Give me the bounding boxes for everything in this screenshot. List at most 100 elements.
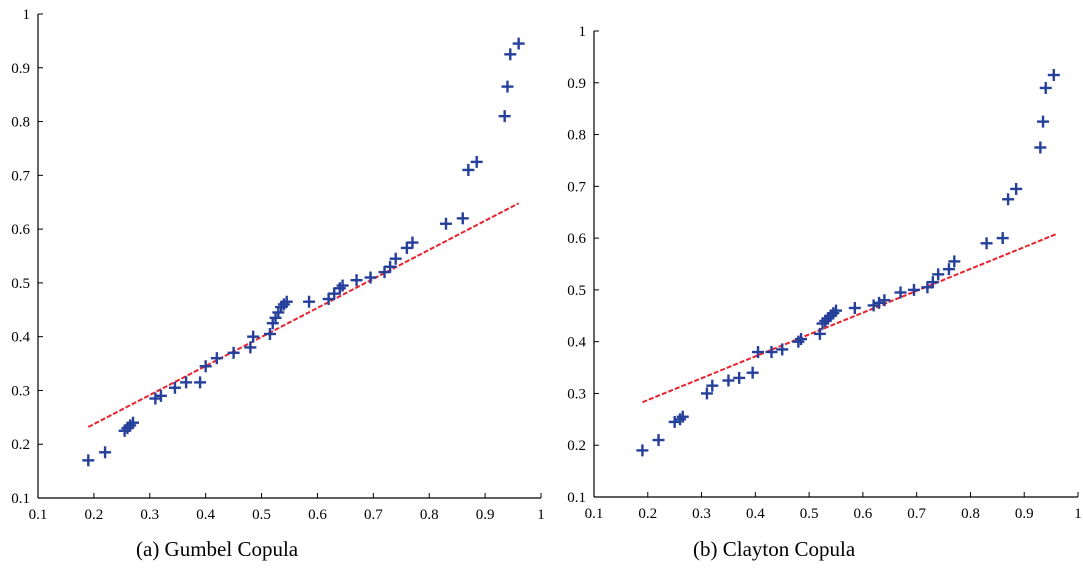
data-point [124, 419, 137, 432]
chart-panel-gumbel: 0.1 0.2 0.3 0.4 0.5 0.6 0.7 0.8 0.9 1 0.1 0.2 0.3 0.4… [11, 7, 545, 561]
chart-panel-clayton: 0.1 0.2 0.3 0.4 0.5 0.6 0.7 0.8 0.9 1 0.1 0.2 0.3 0.4… [567, 24, 1082, 561]
data-point [378, 266, 391, 279]
data-point [1034, 141, 1047, 154]
data-point [456, 212, 469, 225]
data-point [1037, 115, 1050, 128]
x-tick-label: 0.3 [140, 507, 159, 523]
y-tick-label: 0.5 [11, 276, 30, 292]
data-point [652, 434, 665, 447]
data-point [501, 80, 514, 93]
data-point [210, 352, 223, 365]
data-point [706, 379, 719, 392]
data-point [154, 389, 167, 402]
x-tick-label: 0.9 [1015, 506, 1034, 522]
y-tick-label: 0.8 [11, 115, 30, 131]
y-tick-label: 1 [23, 7, 31, 23]
x-tick-label: 0.9 [476, 507, 495, 523]
y-tick-label: 0.7 [567, 179, 586, 195]
data-point [272, 306, 285, 319]
x-tick-label: 0.1 [585, 506, 604, 522]
data-point [932, 268, 945, 281]
data-point [765, 346, 778, 359]
x-tick-label: 1 [537, 507, 545, 523]
data-point [668, 415, 681, 428]
reference-fit-line [87, 202, 520, 428]
data-point [247, 330, 260, 343]
data-point [350, 274, 363, 287]
data-point [199, 360, 212, 373]
data-point [364, 271, 377, 284]
data-point [512, 37, 525, 50]
data-point [498, 110, 511, 123]
data-point [127, 416, 140, 429]
data-point [328, 287, 341, 300]
y-tick-label: 0.2 [567, 438, 586, 454]
y-tick-label: 0.1 [11, 491, 30, 507]
data-point [439, 217, 452, 230]
panel-caption: (b) Clayton Copula [693, 537, 856, 561]
data-point [848, 302, 861, 315]
data-point [996, 232, 1009, 245]
y-tick-label: 0.4 [11, 330, 30, 346]
data-point [504, 48, 517, 61]
data-point [400, 241, 413, 254]
data-point [1039, 81, 1052, 94]
x-tick-label: 0.3 [692, 506, 711, 522]
data-point [722, 374, 735, 387]
y-tick-label: 0.8 [567, 128, 586, 144]
data-point [470, 155, 483, 168]
x-tick-label: 0.5 [252, 507, 271, 523]
data-point [907, 283, 920, 296]
data-point [384, 260, 397, 273]
y-tick-label: 0.6 [11, 222, 30, 238]
x-tick-label: 0.4 [746, 506, 765, 522]
y-tick-label: 0.6 [567, 231, 586, 247]
data-point [1010, 182, 1023, 195]
x-tick-label: 1 [1074, 506, 1082, 522]
data-point [168, 381, 181, 394]
data-point [322, 293, 335, 306]
data-point [926, 276, 939, 289]
data-point [813, 327, 826, 340]
x-tick-label: 0.7 [364, 507, 383, 523]
x-tick-label: 0.8 [961, 506, 980, 522]
x-tick-label: 0.6 [308, 507, 327, 523]
data-point [263, 327, 276, 340]
data-point [121, 422, 134, 435]
data-point [830, 304, 842, 317]
data-point [1047, 69, 1060, 82]
x-tick-label: 0.5 [800, 506, 819, 522]
data-point [227, 346, 240, 359]
data-point [99, 446, 112, 459]
data-point [266, 317, 279, 330]
data-point [333, 282, 346, 295]
data-point [636, 444, 649, 457]
x-tick-label: 0.1 [29, 507, 48, 523]
x-tick-label: 0.2 [85, 507, 104, 523]
data-point [795, 333, 808, 346]
data-point [180, 376, 193, 389]
data-point [149, 392, 162, 405]
data-point [733, 371, 746, 384]
y-tick-label: 0.9 [567, 76, 586, 92]
data-point [303, 295, 316, 308]
data-point [194, 376, 207, 389]
data-point [752, 346, 765, 359]
data-point [674, 413, 687, 426]
y-tick-label: 1 [579, 24, 587, 40]
data-point [269, 311, 282, 324]
data-point [948, 255, 961, 268]
x-tick-label: 0.6 [854, 506, 873, 522]
x-tick-label: 0.2 [638, 506, 657, 522]
data-point [827, 307, 840, 320]
data-point [873, 296, 886, 309]
data-point [942, 263, 955, 276]
data-point [82, 454, 95, 467]
data-point [676, 410, 689, 423]
y-tick-label: 0.5 [567, 283, 586, 299]
data-point [878, 294, 891, 307]
y-tick-label: 0.3 [567, 386, 586, 402]
y-tick-label: 0.3 [11, 383, 30, 399]
reference-fit-line [642, 233, 1057, 404]
